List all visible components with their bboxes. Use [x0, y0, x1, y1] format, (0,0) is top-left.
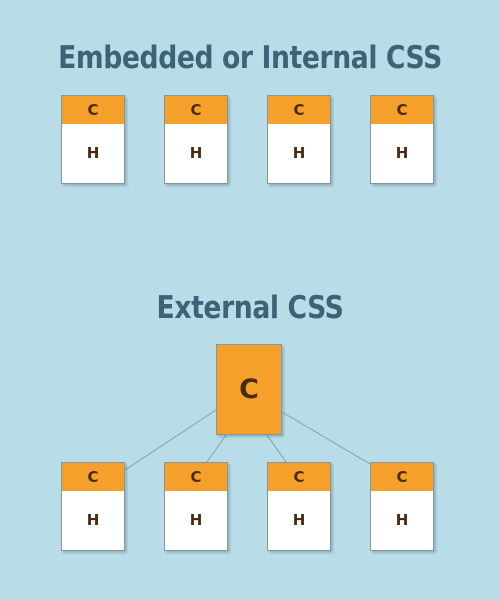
linked-css-band: C — [268, 463, 330, 491]
html-label: H — [292, 144, 306, 162]
html-label: H — [189, 144, 203, 162]
linked-css-band: C — [165, 463, 227, 491]
embedded-css-band: C — [165, 96, 227, 124]
embedded-html-doc-2: C H — [164, 95, 228, 184]
linked-css-band: C — [62, 463, 124, 491]
embedded-html-doc-4: C H — [370, 95, 434, 184]
html-label: H — [86, 511, 100, 529]
external-stylesheet: C — [216, 344, 282, 435]
connector-line-1 — [124, 409, 217, 471]
embedded-css-band: C — [268, 96, 330, 124]
external-html-doc-2: C H — [164, 462, 228, 551]
html-label: H — [189, 511, 203, 529]
external-html-doc-3: C H — [267, 462, 331, 551]
external-html-doc-1: C H — [61, 462, 125, 551]
connector-line-2 — [206, 434, 227, 463]
linked-css-band: C — [371, 463, 433, 491]
embedded-html-doc-3: C H — [267, 95, 331, 184]
embedded-css-band: C — [371, 96, 433, 124]
embedded-css-title: Embedded or Internal CSS — [58, 40, 442, 76]
html-label: H — [86, 144, 100, 162]
html-label: H — [395, 144, 409, 162]
external-css-title: External CSS — [156, 290, 344, 326]
html-label: H — [292, 511, 306, 529]
external-html-doc-4: C H — [370, 462, 434, 551]
embedded-css-band: C — [62, 96, 124, 124]
embedded-html-doc-1: C H — [61, 95, 125, 184]
connector-line-3 — [266, 434, 287, 463]
html-label: H — [395, 511, 409, 529]
connector-line-4 — [281, 411, 371, 465]
